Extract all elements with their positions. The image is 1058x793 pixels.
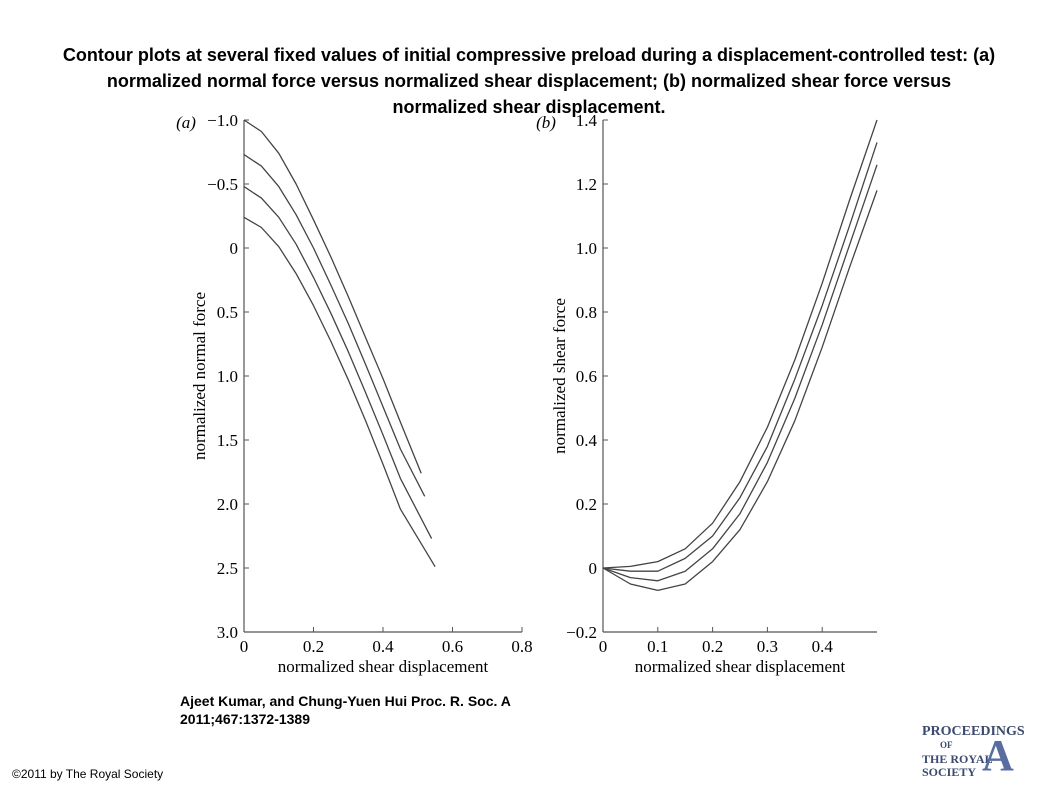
x-axis-label-b: normalized shear displacement [635,657,846,676]
copyright: ©2011 by The Royal Society [12,767,164,781]
royal-society-logo: PROCEEDINGS OF THE ROYAL SOCIETY A [922,722,1032,780]
y-tick-label-a: 1.0 [217,367,238,386]
x-tick-label-a: 0.4 [372,637,394,656]
y-tick-label-a: 0 [230,239,239,258]
x-tick-label-b: 0.2 [702,637,723,656]
y-tick-label-a: 2.0 [217,495,238,514]
y-tick-label-b: 0.4 [576,431,598,450]
series-line-a-1 [243,119,422,474]
x-tick-label-b: 0 [599,637,608,656]
y-tick-label-b: −0.2 [566,623,597,642]
x-axis-label-a: normalized shear displacement [278,657,489,676]
x-tick-label-b: 0.3 [757,637,778,656]
panel-label-a: (a) [176,113,196,132]
y-tick-label-b: 0.2 [576,495,597,514]
series-line-a-2 [243,154,426,497]
y-tick-label-b: 1.2 [576,175,597,194]
logo-line-proceedings: PROCEEDINGS [922,724,1025,739]
slide-title: Contour plots at several fixed values of… [62,45,996,117]
y-tick-label-b: 0.6 [576,367,597,386]
series-line-b-2 [602,142,878,572]
x-tick-label-b: 0.4 [812,637,834,656]
panel-label-b: (b) [536,113,556,132]
y-tick-label-b: 1.0 [576,239,597,258]
x-tick-label-a: 0.2 [303,637,324,656]
x-tick-label-a: 0.8 [511,637,532,656]
series-line-a-3 [243,186,433,539]
y-tick-label-a: −1.0 [207,111,238,130]
logo-line-of: OF [940,740,953,750]
series-line-b-1 [602,119,878,569]
y-tick-label-a: 3.0 [217,623,238,642]
series-line-b-3 [602,164,878,582]
x-tick-label-b: 0.1 [647,637,668,656]
citation: Ajeet Kumar, and Chung-Yuen Hui Proc. R.… [180,693,511,727]
logo-letter-a: A [982,731,1014,780]
y-tick-label-a: 1.5 [217,431,238,450]
y-axis-label-b: normalized shear force [550,298,569,454]
logo-line-the-royal: THE ROYAL [922,752,993,766]
y-tick-label-b: 0.8 [576,303,597,322]
y-axis-label-a: normalized normal force [190,292,209,460]
y-tick-label-b: 1.4 [576,111,598,130]
y-tick-label-b: 0 [589,559,598,578]
y-tick-label-a: 2.5 [217,559,238,578]
logo-line-society: SOCIETY [922,765,977,779]
y-tick-label-a: 0.5 [217,303,238,322]
series-line-b-4 [602,190,878,592]
series-line-a-4 [243,216,436,568]
x-tick-label-a: 0.6 [442,637,463,656]
x-tick-label-a: 0 [240,637,249,656]
y-tick-label-a: −0.5 [207,175,238,194]
